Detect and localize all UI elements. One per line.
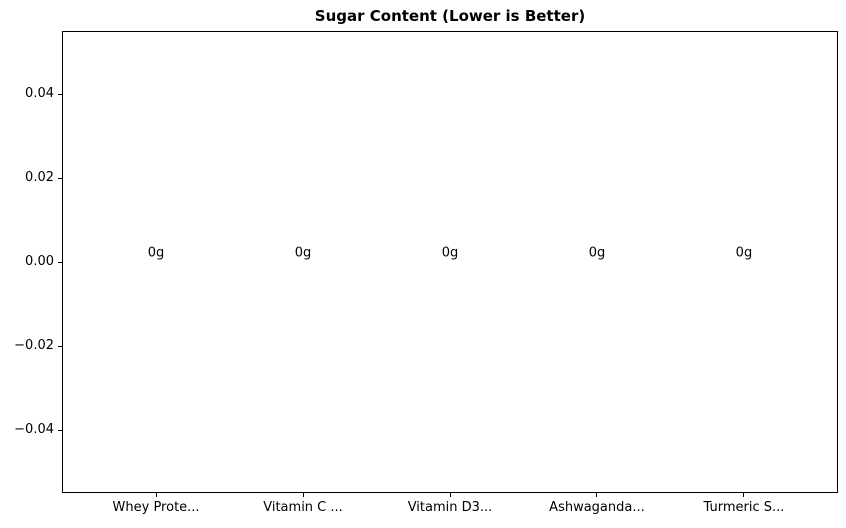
- x-tick-mark: [743, 493, 745, 497]
- bar-value-label: 0g: [147, 245, 165, 261]
- y-tick-mark: [58, 93, 62, 95]
- bar-value-label: 0g: [735, 245, 753, 261]
- x-tick-mark: [449, 493, 451, 497]
- x-tick-label: Turmeric S...: [703, 500, 785, 515]
- x-tick-label: Vitamin C ...: [263, 500, 343, 515]
- bar-value-label: 0g: [294, 245, 312, 261]
- plot-area: [62, 31, 838, 493]
- bar-value-label: 0g: [441, 245, 459, 261]
- x-tick-label: Whey Prote...: [112, 500, 200, 515]
- y-tick-label: −0.02: [14, 338, 54, 354]
- x-tick-mark: [302, 493, 304, 497]
- y-tick-mark: [58, 177, 62, 179]
- y-tick-mark: [58, 345, 62, 347]
- y-tick-label: 0.04: [25, 86, 54, 102]
- x-tick-mark: [596, 493, 598, 497]
- x-tick-label: Ashwaganda...: [549, 500, 645, 515]
- y-tick-label: −0.04: [14, 422, 54, 438]
- y-tick-label: 0.02: [25, 170, 54, 186]
- x-tick-label: Vitamin D3...: [407, 500, 493, 515]
- y-tick-mark: [58, 429, 62, 431]
- x-tick-mark: [155, 493, 157, 497]
- y-tick-mark: [58, 261, 62, 263]
- y-tick-label: 0.00: [25, 254, 54, 270]
- bar-value-label: 0g: [588, 245, 606, 261]
- chart-title: Sugar Content (Lower is Better): [314, 7, 586, 25]
